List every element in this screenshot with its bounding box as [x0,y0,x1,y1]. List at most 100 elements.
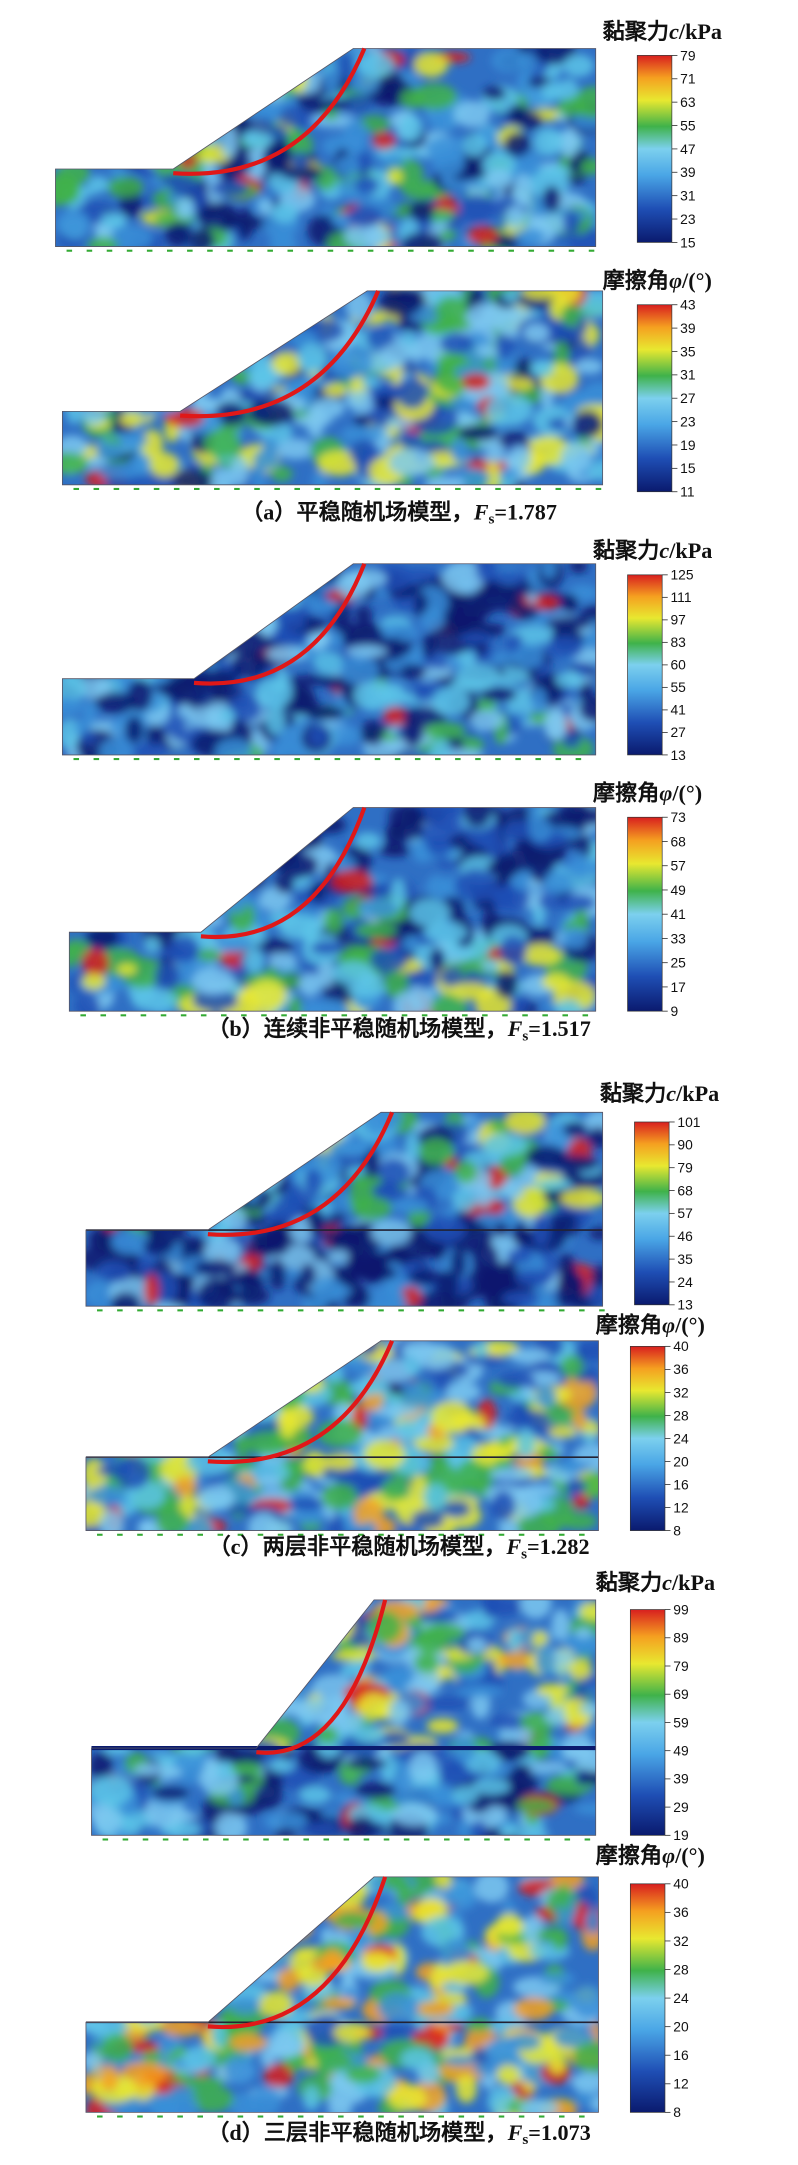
field-blob [81,405,106,426]
field-blob [270,1173,289,1196]
field-blob [104,1652,147,1677]
field-blob [231,1761,263,1776]
field-blob [401,232,445,247]
field-blob [253,1674,283,1706]
field-blob [188,352,209,381]
field-blob [358,1692,391,1720]
field-blob [508,104,528,125]
field-blob [81,948,109,978]
field-blob [103,563,124,574]
field-blob [288,1496,324,1512]
field-blob [271,740,289,755]
field-blob [133,1878,180,1896]
field-blob [555,671,584,689]
field-blob [106,865,121,898]
field-blob [341,621,357,648]
field-blob [158,1432,199,1460]
field-blob [209,849,228,868]
field-blob [285,1876,324,1890]
field-blob [501,1178,525,1200]
field-blob [62,328,96,359]
field-blob [93,829,117,849]
field-blob [229,563,261,581]
field-blob [226,48,266,64]
slope-outline [85,1340,599,1532]
field-blob [269,1918,313,1941]
field-blob [146,621,180,642]
field-blob [238,1340,284,1362]
field-blob [195,1602,228,1616]
field-blob [407,1269,441,1286]
field-blob [120,1943,166,1958]
field-blob [188,227,215,247]
field-blob [551,1609,570,1641]
field-blob [278,105,314,129]
field-blob [378,845,411,858]
colorbar-tick-label: 125 [670,567,693,583]
field-blob [214,1174,237,1199]
field-blob [143,1237,174,1255]
field-blob [88,812,111,845]
field-blob [300,1340,323,1355]
field-blob [255,1475,283,1488]
field-blob [175,1987,202,2017]
title-unit: /kPa [671,1570,715,1595]
field-blob [232,290,275,313]
field-blob [135,1153,163,1168]
title-unit: /(°) [671,781,702,806]
field-blob [142,100,173,126]
field-blob [494,970,518,999]
field-blob [85,1882,105,1913]
field-blob [69,868,80,894]
field-blob [110,1230,151,1255]
field-blob [213,1662,245,1678]
field-blob [134,373,173,400]
field-blob [394,1245,413,1265]
field-blob [108,356,128,390]
field-blob [517,1484,558,1497]
field-blob [278,592,302,609]
field-blob [181,1936,225,1965]
field-blob [217,850,260,875]
field-blob [89,1172,113,1205]
field-blob [266,807,284,822]
field-blob [99,1981,116,2001]
field-blob [82,699,98,722]
field-blob [409,898,450,927]
field-blob [276,1913,309,1935]
field-blob [412,1665,440,1693]
field-blob [228,1189,249,1201]
field-blob [69,876,93,893]
field-blob [281,1614,309,1645]
field-blob [137,1393,172,1422]
field-blob [134,590,163,604]
field-blob [85,1503,108,1527]
colorbar-tick-label: 25 [670,955,686,971]
field-blob [137,1340,181,1365]
field-blob [173,627,206,645]
field-blob [91,1414,129,1428]
field-blob [377,1992,420,2024]
field-blob [241,1112,282,1135]
field-blob [349,439,380,467]
field-blob [106,176,144,198]
field-blob [454,100,491,128]
colorbar-tick-label: 43 [680,297,696,313]
field-blob [170,70,203,98]
field-blob [178,135,203,157]
field-blob [253,1166,281,1191]
colorbar-tick-label: 60 [670,657,686,673]
field-blob [119,563,140,583]
field-blob [173,1476,197,1497]
colorbar-tick-label: 83 [670,634,686,650]
field-blob [260,1883,301,1914]
field-blob [62,435,88,458]
field-blob [216,1120,259,1147]
field-blob [91,65,110,82]
field-blob [392,991,423,1012]
colorbar [636,55,673,243]
field-blob [205,1163,238,1177]
field-blob [85,2051,103,2071]
field-blob [509,445,531,471]
field-blob [84,95,101,121]
